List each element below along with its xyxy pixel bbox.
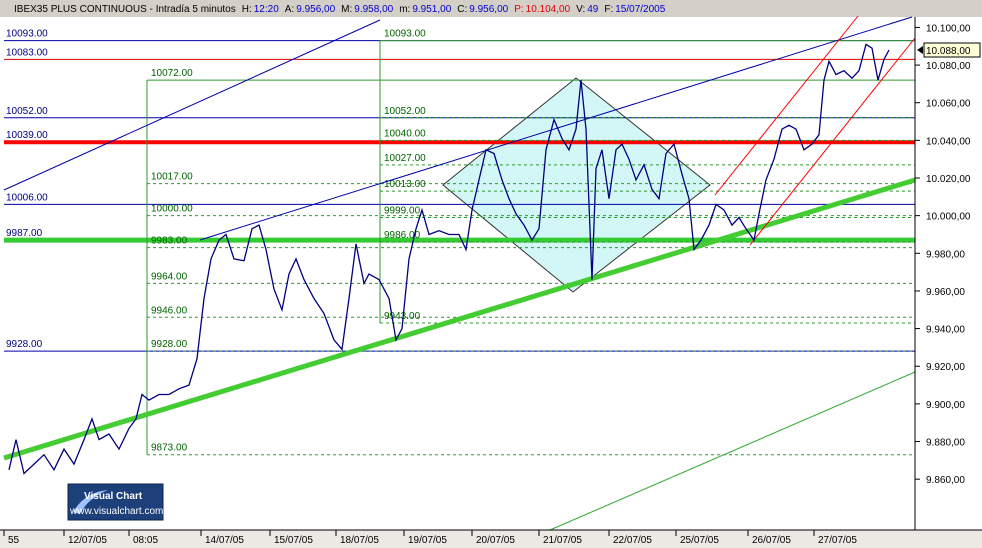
x-tick-label: 20/07/05 [476,535,515,546]
last-price-label: 10.088,00 [926,46,971,57]
channel-line [749,37,916,246]
price-line [8,43,890,475]
y-tick-label: 9.880,00 [926,438,965,449]
header-field-label: V: [576,4,585,15]
header-text: IBEX35 PLUS CONTINUOUS - Intradía 5 minu… [14,4,666,15]
x-tick-label: 25/07/05 [680,535,719,546]
y-tick-label: 9.860,00 [926,475,965,486]
fib-level-label: 10017.00 [151,172,193,183]
header-field-label: M: [341,4,352,15]
fib-level-label: 9946.00 [151,305,188,316]
y-tick-label: 10.020,00 [926,174,971,185]
logo-url: www.visualchart.com [69,506,163,517]
fib-level-label: 10013.00 [384,179,426,190]
header-field-value: 15/07/2005 [615,4,665,15]
x-tick-label: 19/07/05 [408,535,447,546]
logo-icon [73,490,108,514]
header-field-label: A: [285,4,294,15]
x-tick-label: 15/07/05 [274,535,313,546]
level-label: 10083.00 [6,47,48,58]
y-tick-label: 9.960,00 [926,287,965,298]
y-tick-label: 9.940,00 [926,325,965,336]
level-label: 10039.00 [6,130,48,141]
level-label: 10093.00 [6,29,48,40]
fib-level-label: 10093.00 [384,29,426,40]
header-field-value: 9.958,00 [354,4,393,15]
header-field-label: H: [242,4,252,15]
y-tick-label: 9.900,00 [926,400,965,411]
trend-line [3,19,381,191]
x-tick-label: 18/07/05 [340,535,379,546]
header-field-value: 9.951,00 [412,4,451,15]
fib-level-label: 10000.00 [151,204,193,215]
logo-name: Visual Chart [84,491,143,502]
x-tick-label: 27/07/05 [818,535,857,546]
header-field-label: m: [399,4,410,15]
level-label: 9987.00 [6,228,43,239]
fib-level-label: 9983.00 [151,236,188,247]
y-tick-label: 10.060,00 [926,99,971,110]
x-tick-label: 14/07/05 [205,535,244,546]
drawings [3,15,916,531]
header-field-label: P: [514,4,523,15]
y-tick-label: 10.080,00 [926,61,971,72]
fib-level-label: 10052.00 [384,106,426,117]
y-tick-label: 9.920,00 [926,362,965,373]
fib-level-label: 9873.00 [151,443,188,454]
level-label: 10006.00 [6,192,48,203]
logo: Visual Chart www.visualchart.com [67,483,164,521]
fib-level-label: 10040.00 [384,128,426,139]
header-field-label: C: [457,4,467,15]
x-tick-label: 26/07/05 [752,535,791,546]
x-tick-label: 08:05 [133,535,158,546]
header-field-value: 10.104,00 [526,4,571,15]
trend-line [199,16,913,241]
fib-level-label: 10027.00 [384,153,426,164]
fib-level-label: 9999.00 [384,206,421,217]
header-bar [0,0,982,17]
fib-level-label: 10072.00 [151,68,193,79]
plot-area: 10093.00 10083.00 10052.00 10039.00 10006.00… [4,29,915,456]
channel-line [714,15,859,196]
last-price-arrow [917,46,923,54]
level-label: 10052.00 [6,106,48,117]
header-symbol: IBEX35 PLUS CONTINUOUS - Intradía 5 minu… [14,4,236,15]
header-field-value: 9.956,00 [296,4,335,15]
x-tick-label: 12/07/05 [68,535,107,546]
header-field-label: F: [604,4,613,15]
fib-level-label: 9986.00 [384,230,421,241]
fib-level-label: 9964.00 [151,271,188,282]
fib-level-label: 9928.00 [151,339,188,350]
support-line [3,177,916,461]
y-tick-label: 10.040,00 [926,136,971,147]
y-tick-label: 10.000,00 [926,212,971,223]
fib-level-label: 9943.00 [384,311,421,322]
trend-line [549,371,916,531]
header-field-value: 12:20 [254,4,279,15]
x-tick-label: 55 [8,535,20,546]
x-axis-bar [0,530,982,548]
y-tick-label: 10.100,00 [926,23,971,34]
x-tick-label: 21/07/05 [543,535,582,546]
y-tick-label: 9.980,00 [926,249,965,260]
last-price-box [923,42,981,58]
level-label: 9928.00 [6,339,43,350]
x-tick-label: 22/07/05 [613,535,652,546]
header-field-value: 9.956,00 [469,4,508,15]
header-field-value: 49 [587,4,599,15]
